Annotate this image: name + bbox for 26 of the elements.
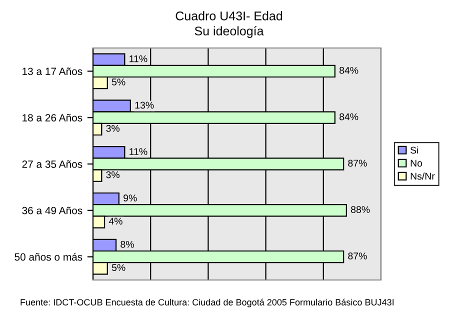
data-label: 3%: [106, 124, 120, 132]
data-label: 84%: [340, 113, 358, 120]
y-tick-label: 18 a 26 Años: [22, 114, 82, 122]
legend-label: Ns/Nr: [410, 172, 435, 180]
data-label: 3%: [106, 171, 120, 178]
data-label: 87%: [348, 252, 367, 260]
data-label: 11%: [130, 148, 148, 155]
legend-label: No: [410, 160, 422, 167]
data-label: 5%: [112, 264, 126, 272]
data-label: 4%: [108, 218, 122, 225]
chart-subtitle: Su ideología: [194, 26, 264, 38]
data-label: 13%: [135, 102, 154, 109]
data-label: 11%: [130, 55, 148, 62]
data-label: 8%: [120, 240, 134, 248]
legend-label: Si: [410, 146, 418, 154]
y-tick-label: 36 a 49 Años: [22, 206, 82, 214]
y-tick-label: 27 a 35 Años: [22, 160, 82, 168]
y-tick-label: 50 años o más: [14, 252, 82, 261]
data-label: 84%: [340, 66, 358, 74]
data-label: 5%: [112, 78, 126, 86]
data-label: 9%: [124, 194, 137, 202]
data-label: 87%: [348, 160, 367, 167]
chart-title: Cuadro U43I- Edad: [176, 11, 282, 20]
y-tick-label: 13 a 17 Años: [22, 68, 82, 76]
data-label: 88%: [351, 206, 370, 214]
source-note: Fuente: IDCT-OCUB Encuesta de Cultura: Ciudad de Bogotá 2005 Formulario Básico BUJ43I: [20, 298, 394, 308]
